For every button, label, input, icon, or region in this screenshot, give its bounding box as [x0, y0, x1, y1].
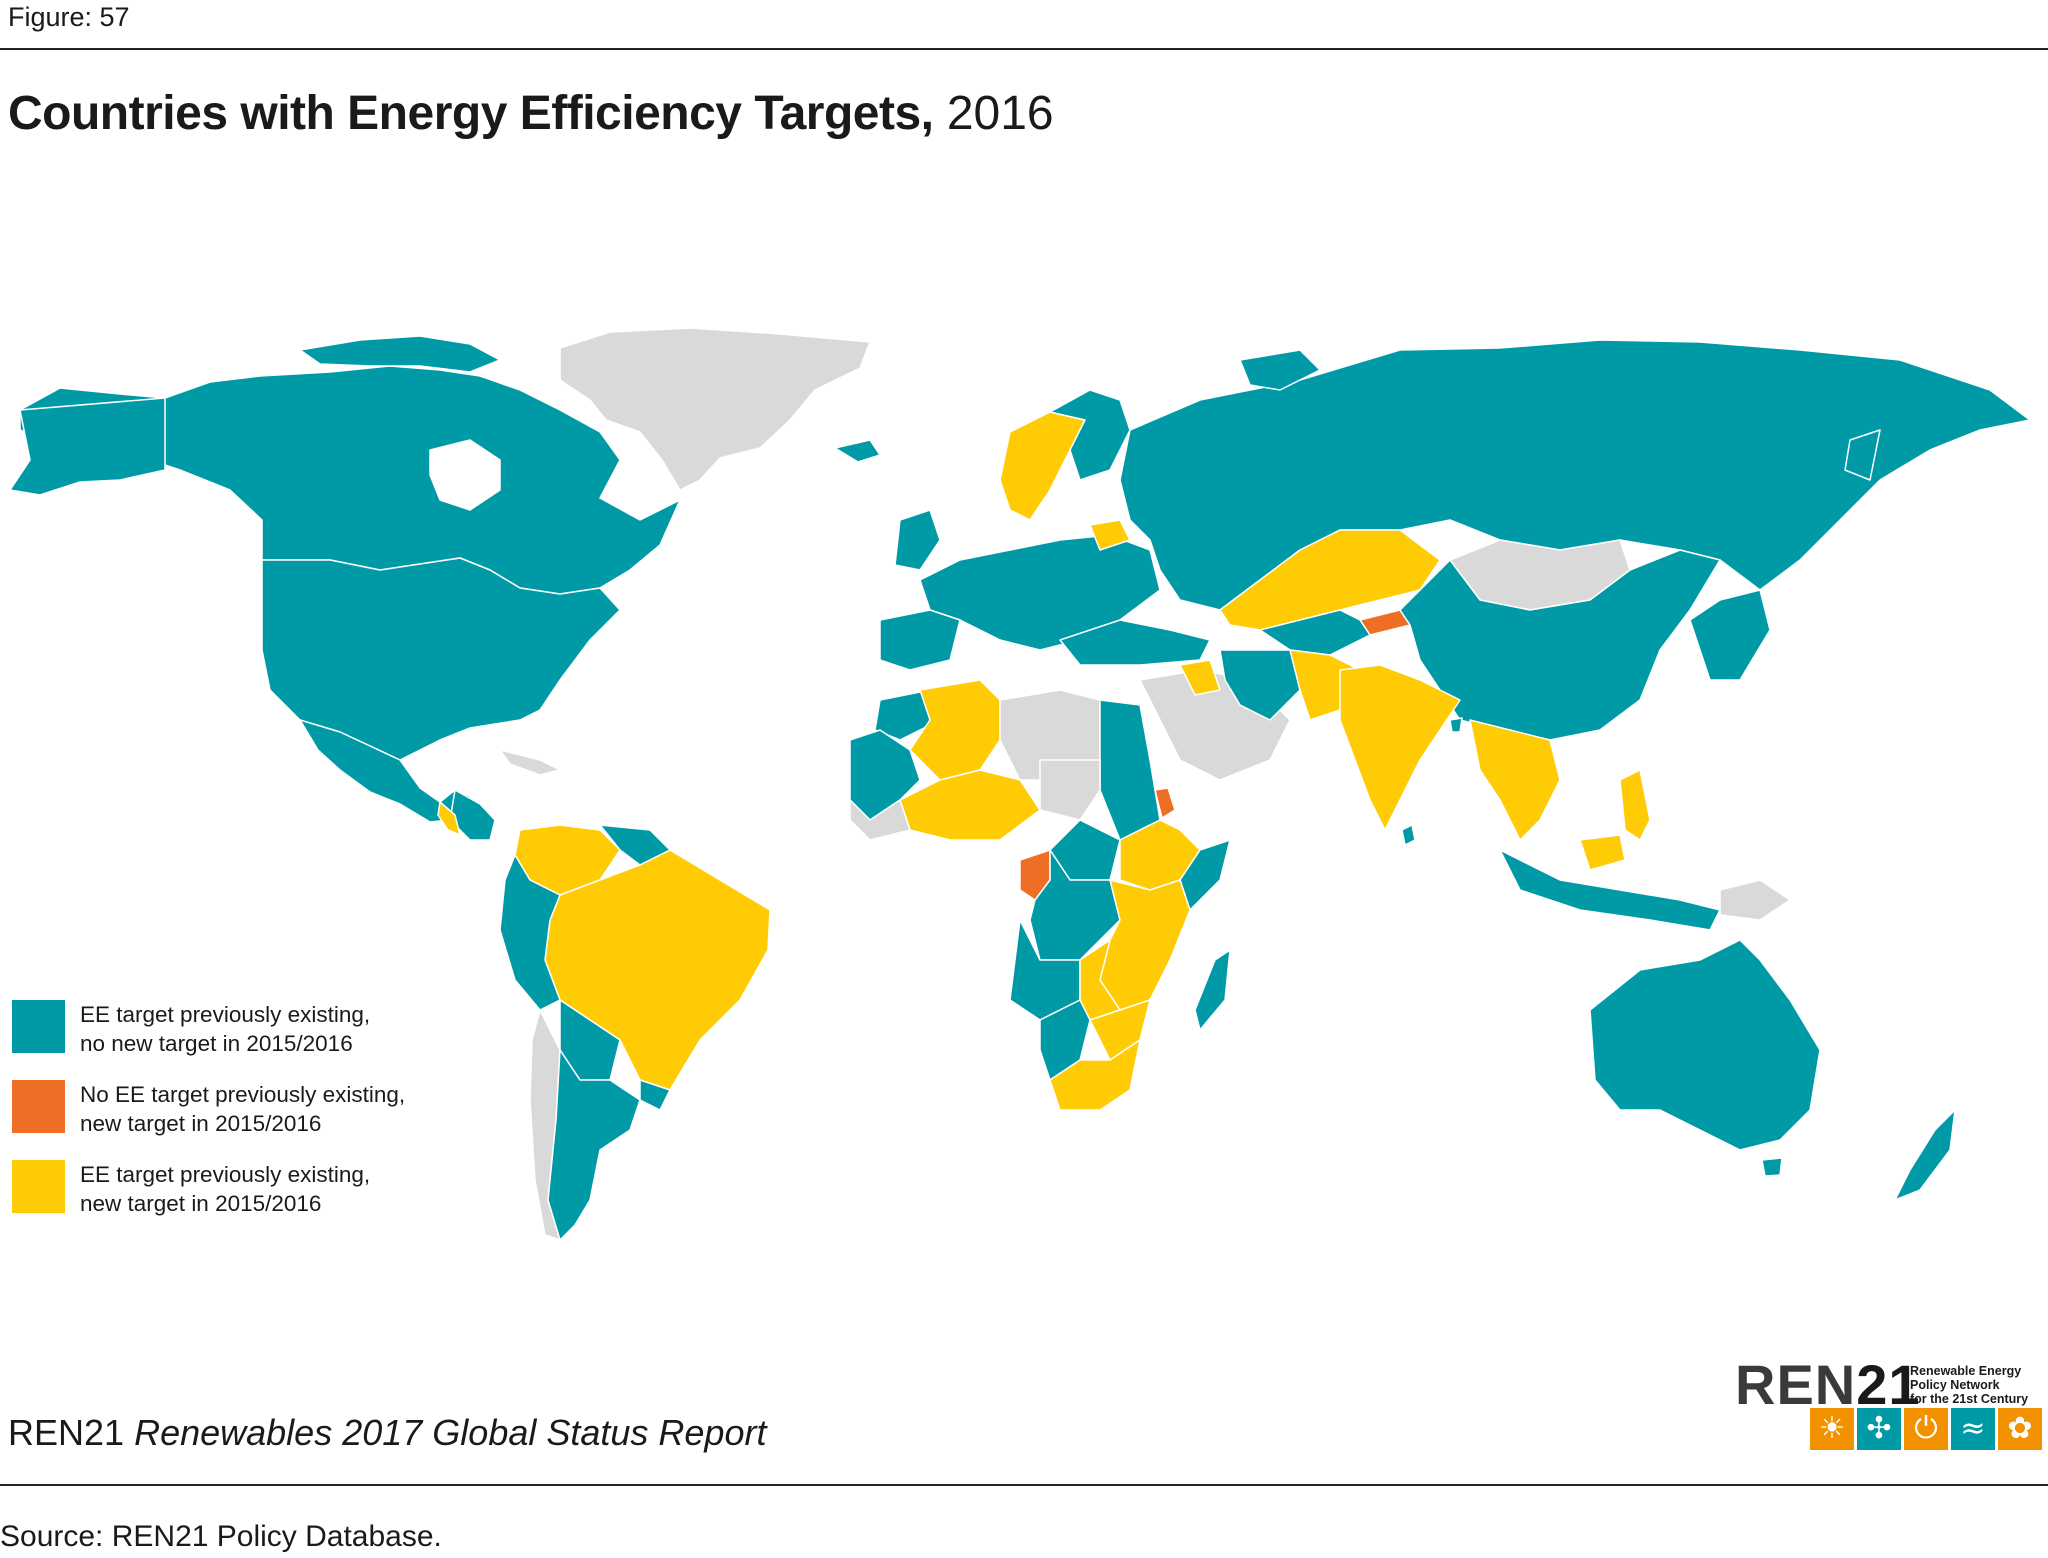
bottom-rule [0, 1484, 2048, 1486]
wind-icon: ✣ [1857, 1408, 1901, 1450]
leaf-icon: ✿ [1998, 1408, 2042, 1450]
top-rule [0, 48, 2048, 50]
iraq [1179, 659, 1221, 696]
legend-swatch [12, 1080, 65, 1133]
page-title: Countries with Energy Efficiency Targets… [8, 86, 1054, 141]
west-africa-yellow [899, 769, 1041, 841]
scandinavia-teal [1049, 389, 1131, 481]
novaya-zemlya [1239, 349, 1321, 391]
malaysia-indonesia [1499, 849, 1721, 931]
madagascar [1194, 949, 1231, 1031]
report-citation: REN21 Renewables 2017 Global Status Repo… [8, 1412, 766, 1454]
algeria [909, 679, 1001, 781]
power-icon: ⏻ [1904, 1408, 1948, 1450]
source-note: Source: REN21 Policy Database. [0, 1520, 442, 1553]
korea-japan [1689, 589, 1771, 681]
sun-icon: ☀ [1810, 1408, 1854, 1450]
kamchatka [1844, 429, 1881, 481]
arctic-islands [299, 335, 501, 373]
west-africa-grey [849, 799, 911, 841]
uruguay [639, 1079, 671, 1111]
logo-tagline: Renewable Energy Policy Network for the 21… [1910, 1364, 2029, 1406]
water-icon: ≈ [1951, 1408, 1995, 1450]
legend-label: No EE target previously existing, new tar… [80, 1082, 406, 1136]
argentina [547, 1049, 641, 1241]
central-africa-grey [1039, 759, 1101, 821]
south-africa [1049, 1039, 1141, 1111]
legend-item-existing-no-new: EE target previously existing, no new tar… [12, 1000, 452, 1060]
russia [1119, 339, 2031, 611]
legend-label: EE target previously existing, new target… [80, 1162, 371, 1216]
iceland [834, 439, 881, 463]
central-america-yellow [437, 801, 461, 836]
tasmania [1761, 1157, 1783, 1177]
hudson-bay [429, 439, 501, 511]
png [1719, 879, 1791, 921]
legend-item-new-target: No EE target previously existing, new tar… [12, 1080, 452, 1140]
caribbean [499, 749, 561, 776]
title-year: 2016 [946, 87, 1054, 140]
ren21-logo: REN21 [1735, 1353, 1921, 1416]
title-main: Countries with Energy Efficiency Targets… [8, 87, 934, 140]
philippines [1619, 769, 1651, 841]
eritrea [1154, 787, 1176, 819]
legend-swatch [12, 1000, 65, 1053]
iberia [879, 609, 961, 671]
logo-icon-strip: ☀ ✣ ⏻ ≈ ✿ [1810, 1408, 2048, 1450]
report-title: Renewables 2017 Global Status Report [134, 1412, 767, 1453]
scandinavia-yellow [999, 411, 1086, 521]
world-map [9, 327, 2031, 1241]
bangladesh [1449, 717, 1463, 733]
legend-label: EE target previously existing, no new tar… [80, 1002, 371, 1056]
borneo [1579, 834, 1626, 871]
china [1399, 549, 1721, 741]
canada [19, 365, 681, 595]
western-europe [919, 534, 1161, 651]
report-org: REN21 [8, 1412, 125, 1453]
greenland [559, 327, 871, 491]
alaska [9, 397, 166, 496]
uk-ireland [894, 509, 941, 571]
somalia [1179, 839, 1231, 911]
egypt-sudan [1099, 699, 1161, 841]
legend-item-existing-new: EE target previously existing, new target… [12, 1160, 452, 1220]
new-zealand [1894, 1109, 1956, 1201]
figure-label: Figure: 57 [8, 2, 130, 32]
belarus [1089, 519, 1131, 551]
legend-swatch [12, 1160, 65, 1213]
sri-lanka [1401, 824, 1416, 846]
australia [1589, 939, 1821, 1151]
balkans-turkey [1059, 619, 1211, 666]
india [1339, 664, 1461, 831]
se-asia-yellow [1469, 719, 1561, 841]
